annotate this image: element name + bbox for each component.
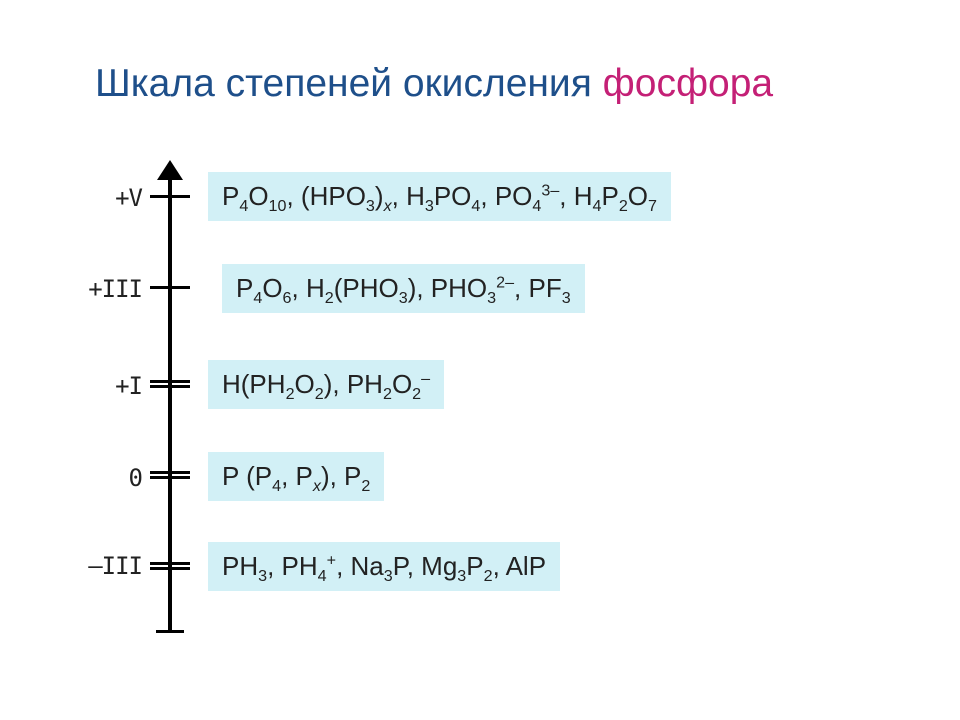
axis-bottom-cap: [156, 630, 184, 633]
slide: Шкала степеней окисления фосфора +V +III…: [0, 0, 960, 720]
tick-plus-v: [150, 195, 190, 198]
label-minus-iii: –III: [82, 552, 142, 580]
label-zero: 0: [82, 464, 142, 492]
compounds-minus-iii: PH3, PH4+, Na3P, Mg3P2, AlP: [208, 542, 560, 591]
compounds-plus-iii: P4O6, H2(PHO3), PHO32–, PF3: [222, 264, 585, 313]
tick-plus-iii: [150, 286, 190, 289]
tick-minus-iii: [150, 562, 190, 565]
label-plus-v: +V: [82, 184, 142, 212]
slide-title: Шкала степеней окисления фосфора: [95, 62, 773, 106]
label-plus-i: +I: [82, 372, 142, 400]
compounds-plus-i: H(PH2O2), PH2O2–: [208, 360, 444, 409]
compounds-plus-v: P4O10, (HPO3)x, H3PO4, PO43–, H4P2O7: [208, 172, 671, 221]
tick-plus-i: [150, 380, 190, 383]
tick-zero: [150, 471, 190, 474]
title-main: Шкала степеней окисления: [95, 62, 603, 105]
label-plus-iii: +III: [82, 275, 142, 303]
title-accent: фосфора: [603, 62, 773, 105]
compounds-zero: P (P4, Px), P2: [208, 452, 384, 501]
